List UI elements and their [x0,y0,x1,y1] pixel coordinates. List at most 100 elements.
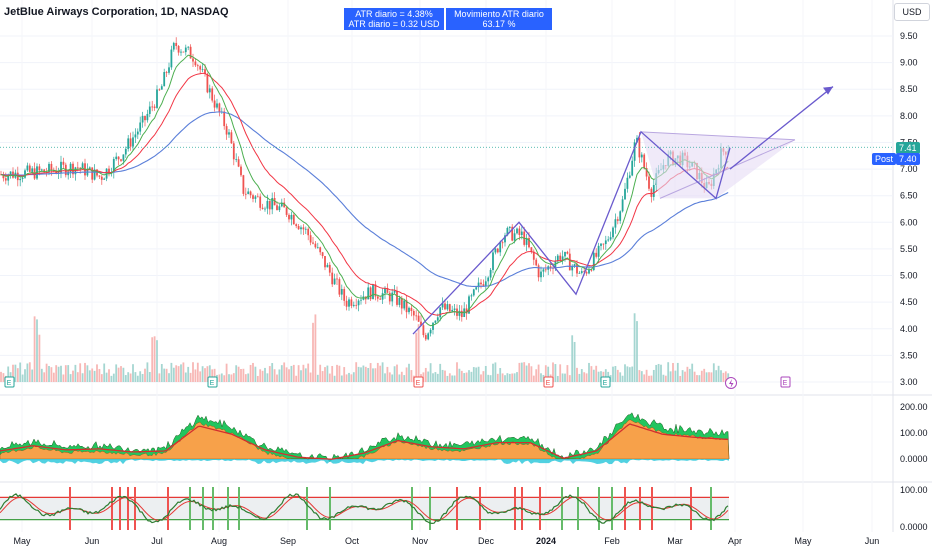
volume-bar [52,372,55,382]
volume-bar [513,373,516,382]
volume-bar [96,364,98,382]
currency-button[interactable]: USD [894,3,930,21]
x-tick-label: 2024 [536,536,556,546]
candle-body [91,167,94,180]
volume-bar [156,340,158,382]
volume-bar [614,366,617,382]
volume-bar [448,373,451,382]
event-marker-box [207,376,218,388]
candle-body [151,106,154,108]
candle-body [645,168,648,177]
candle-body [316,247,319,249]
candle-body [640,154,643,158]
candle-body [24,170,26,178]
x-tick-label: Feb [604,536,620,546]
volume-bar [33,316,36,382]
volume-bar [367,367,370,382]
volume-bar [410,370,413,382]
volume-bar [28,362,31,382]
volume-bar [376,362,379,382]
candle-body [93,169,96,180]
candle-body [182,51,185,53]
volume-bar [139,371,142,382]
volume-bar [120,366,122,382]
x-tick-label: Mar [667,536,683,546]
volume-bar [117,367,120,382]
volume-bar [24,369,26,382]
volume-bar [650,375,653,382]
candle-body [292,214,295,225]
candle-body [177,46,180,53]
candle-body [340,288,343,295]
candle-body [81,163,84,169]
volume-bar [57,366,60,382]
candle-body [72,163,74,175]
candle-body [386,288,389,293]
event-marker-box [4,376,15,388]
volume-bar [148,372,151,382]
candle-body [156,89,158,108]
sma-long-line [0,111,729,287]
candle-body [372,284,374,300]
candle-body [487,277,490,282]
volume-bar [235,365,238,382]
candle-body [225,126,228,135]
candle-body [439,307,442,318]
candle-body [122,154,125,161]
event-marker-label: E [210,380,215,387]
volume-bar [544,365,547,382]
candle-body [165,72,168,73]
volume-bar [36,319,38,382]
volume-bar [220,373,223,382]
volume-bar [0,371,2,382]
candle-body [544,269,547,271]
volume-bar [26,363,29,382]
volume-bar [568,375,571,382]
candle-body [501,242,504,244]
symbol-title[interactable]: JetBlue Airways Corporation, 1D, NASDAQ [4,6,229,18]
volume-bar [468,370,470,382]
volume-bar [504,375,506,382]
volume-bar [256,375,259,382]
x-tick-label: Oct [345,536,360,546]
volume-bar [19,362,22,382]
y-tick-label: 5.50 [900,244,918,254]
volume-bar [571,335,574,382]
candle-body [115,156,118,159]
y-tick-label: 5.00 [900,271,918,281]
candle-body [616,219,619,221]
volume-bar [424,367,427,382]
candle-body [396,290,398,305]
candle-body [43,169,46,173]
y-tick-label: 9.50 [900,31,918,41]
candle-body [556,255,559,262]
volume-bar [153,336,156,382]
volume-bar [180,364,182,382]
volume-bar [393,366,396,382]
volume-bar [542,374,545,382]
volume-bar [727,373,730,382]
volume-bar [168,373,170,382]
candle-body [136,131,139,135]
candle-body [585,272,588,274]
candle-body [602,243,605,245]
volume-bar [578,373,581,382]
candle-body [206,73,209,93]
volume-bar [508,373,511,382]
volume-bar [540,373,542,382]
volume-bar [379,365,382,382]
candle-body [434,320,437,323]
volume-bar [343,367,346,382]
volume-bar [496,373,499,382]
volume-bar [12,364,14,382]
atr-move-line-2: 63.17 % [482,19,516,29]
candle-body [343,288,346,301]
candle-body [278,206,281,211]
volume-bar [38,334,41,382]
volume-bar [372,368,374,382]
volume-bar [453,375,456,382]
candle-body [379,298,382,300]
candle-body [652,185,655,197]
candle-body [247,191,250,195]
